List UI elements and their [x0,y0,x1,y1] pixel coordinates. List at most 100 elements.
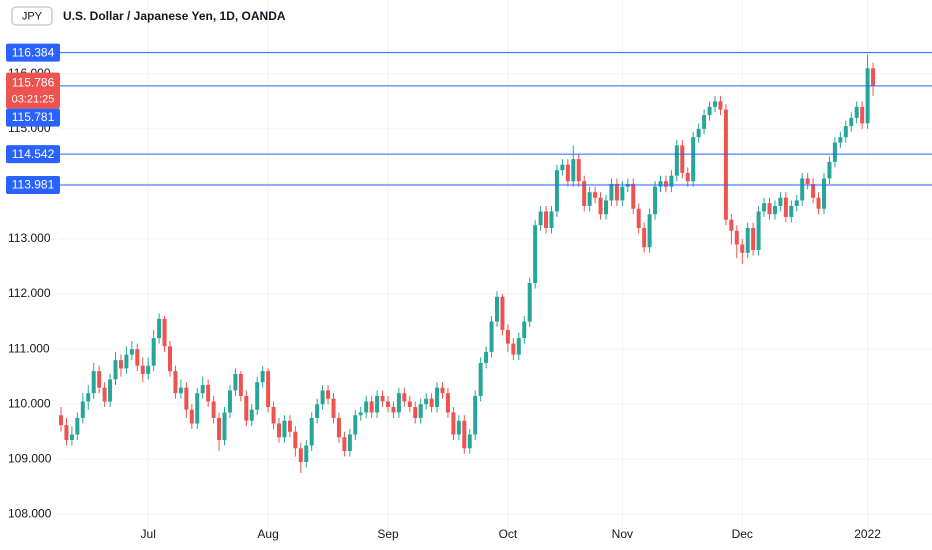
candle-body [511,343,516,355]
candle-body [75,417,80,435]
candle-body [129,349,134,355]
candle-body [865,68,870,124]
candle-body [827,161,832,179]
candle-body [653,186,658,215]
candle-body [843,126,848,138]
candle-body [631,183,636,209]
candle-body [424,398,429,405]
candle-body [805,178,810,184]
candle-body [336,417,341,438]
x-tick-label: Sep [377,527,399,541]
candle-body [674,145,679,176]
candle-body [495,296,499,322]
candle-body [64,425,69,440]
candle-body [467,434,472,449]
candle-body [522,321,527,339]
candle-body [113,360,118,380]
candle-body [778,197,783,206]
candle-body [783,197,788,217]
candle-body [309,417,314,446]
candle-body [614,183,619,201]
candle-body [642,227,647,248]
y-tick-label: 108.000 [8,507,52,521]
candle-body [184,387,189,410]
candle-body [380,395,385,402]
candle-body [549,211,554,228]
candle-body [533,225,538,284]
line-layer [58,52,932,186]
candle-body [233,373,238,391]
candle-body [124,354,129,369]
candle-body [451,412,456,435]
candle-body [238,373,243,396]
price-line-label: 115.781 [12,110,55,124]
candle-body [151,338,156,366]
candle-body [173,371,178,394]
candle-body [244,395,249,421]
candle-body [249,409,254,421]
candle-body [609,183,614,201]
candle-body [636,208,641,228]
x-tick-label: 2022 [854,527,881,541]
symbol-badge[interactable] [11,6,53,26]
candle-body [772,205,777,215]
candle-body [146,365,151,374]
candle-body [832,142,837,162]
candle-body [298,448,303,463]
last-price-label: 115.786 [12,76,55,90]
candle-body [347,434,352,452]
candle-body [691,137,696,182]
candle-body [860,106,865,124]
candle-body [315,404,320,418]
candle-body [178,387,183,394]
candle-body [326,390,331,399]
candle-body [195,393,200,424]
candle-body [489,321,494,352]
candle-body [729,219,734,231]
candle-body [375,395,380,413]
candle-body [331,398,336,418]
candle-body [162,318,167,347]
candle-body [505,329,510,344]
y-tick-label: 109.000 [8,451,52,465]
label-layer: 116.384 115.786 03:21:25 115.781 114.542 113.… [6,43,60,194]
candle-body [266,371,271,407]
candle-body [745,227,750,253]
candle-body [544,211,549,228]
candle-body [473,395,478,435]
candle-body [538,211,543,226]
candle-body [407,401,412,407]
candle-body [282,420,287,438]
candle-body [206,384,211,402]
candle-body [227,390,232,413]
candle-body [271,406,276,424]
candle-body [849,117,854,127]
candle-body [723,109,728,220]
candle-body [647,214,652,248]
y-tick-label: 110.000 [8,396,51,410]
candle-body [59,415,63,426]
candle-body [500,296,505,330]
candle-body [527,283,532,322]
candle-body [91,371,96,394]
candle-body [287,420,292,432]
candle-body [342,437,347,452]
candle-body [571,159,576,182]
candle-body [320,390,325,405]
x-tick-label: Nov [612,527,633,541]
candle-body [576,159,581,182]
price-line-label: 116.384 [12,45,55,59]
candle-body [871,68,876,86]
candle-body [516,338,521,355]
candle-body [69,434,74,440]
candle-body [413,406,418,418]
candle-body [168,346,172,372]
candle-body [277,423,281,438]
symbol: JPY [22,10,43,22]
candle-body [386,401,390,407]
candle-body [80,401,85,418]
candle-body [189,409,194,424]
y-tick-label: 112.000 [8,286,51,300]
candle-body [658,181,663,187]
